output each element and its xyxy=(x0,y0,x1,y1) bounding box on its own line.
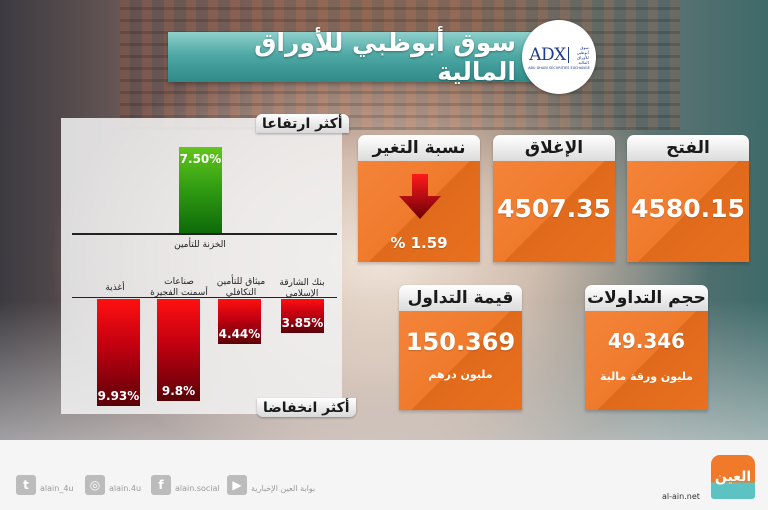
open-card: الفتح 4580.15 xyxy=(627,135,749,262)
loser-bar: 3.85% xyxy=(281,299,324,333)
loser-bar-label: صناعات أسمنت الفجيرة xyxy=(150,277,208,298)
adx-logo: ADX سوق أبوظبي للأوراق المالية ABU DHABI… xyxy=(522,20,596,94)
gainers-axis xyxy=(72,233,337,235)
turnover-unit: مليون درهم xyxy=(428,368,493,381)
youtube-icon: ▶ xyxy=(227,475,247,495)
loser-bar: 4.44% xyxy=(218,299,261,344)
facebook-icon: f xyxy=(151,475,171,495)
gainer-bar: 7.50% xyxy=(179,147,222,233)
twitter-icon: t xyxy=(16,475,36,495)
top-losers-label: أكثر انخفاضا xyxy=(257,398,356,417)
loser-bar-label: بنك الشارقة الإسلامي xyxy=(279,278,325,299)
page-title: سوق أبوظبي للأوراق المالية xyxy=(254,28,516,86)
loser-bar-value: 9.8% xyxy=(161,384,196,398)
volume-card: حجم التداولات 49.346 مليون ورقة مالية xyxy=(585,285,708,410)
instagram-handle: alain.4u xyxy=(109,483,142,493)
loser-bar: 9.8% xyxy=(157,299,200,401)
losers-axis xyxy=(72,297,337,298)
gainer-bar-value: 7.50% xyxy=(179,152,222,166)
site-url[interactable]: al-ain.net xyxy=(662,492,700,501)
loser-bar-label: أغذية xyxy=(105,283,125,293)
loser-bar: 9.93% xyxy=(97,299,140,406)
instagram-icon: ◎ xyxy=(85,475,105,495)
social-youtube[interactable]: ▶ بوابة العين الإخبارية xyxy=(227,475,315,495)
footer: t alain_4u ◎ alain.4u f alain.social ▶ ب… xyxy=(0,440,768,510)
alain-brand-logo: العين xyxy=(711,455,755,499)
adx-logo-english: ABU DHABI SECURITIES EXCHANGE xyxy=(528,65,590,70)
social-instagram[interactable]: ◎ alain.4u xyxy=(85,475,141,495)
loser-bar-value: 9.93% xyxy=(97,389,140,403)
volume-value: 49.346 xyxy=(607,329,686,353)
loser-bar-value: 4.44% xyxy=(218,327,261,341)
turnover-card-body: 150.369 مليون درهم xyxy=(399,311,522,410)
loser-bar-value: 3.85% xyxy=(281,316,324,330)
adx-logo-abbr: ADX xyxy=(529,44,566,65)
logo-divider xyxy=(567,46,569,63)
top-gainers-label: أكثر ارتفاعا xyxy=(256,114,349,133)
close-card-body: 4507.35 xyxy=(493,161,615,262)
turnover-card: قيمة التداول 150.369 مليون درهم xyxy=(399,285,522,410)
open-label: الفتح xyxy=(627,135,749,161)
change-value: % 1.59 xyxy=(390,234,448,252)
loser-bar-label: ميثاق للتأمين التكافلي xyxy=(216,277,266,298)
social-facebook[interactable]: f alain.social xyxy=(151,475,220,495)
volume-card-body: 49.346 مليون ورقة مالية xyxy=(585,311,708,410)
volume-label: حجم التداولات xyxy=(585,285,708,311)
turnover-value: 150.369 xyxy=(405,328,516,356)
open-value: 4580.15 xyxy=(631,194,745,223)
twitter-handle: alain_4u xyxy=(40,483,74,493)
social-twitter[interactable]: t alain_4u xyxy=(16,475,73,495)
youtube-channel: بوابة العين الإخبارية xyxy=(251,483,316,493)
alain-logo-text: العين xyxy=(714,469,752,485)
arrow-down-icon xyxy=(399,174,441,219)
close-value: 4507.35 xyxy=(497,194,611,223)
adx-logo-arabic: سوق أبوظبي للأوراق المالية xyxy=(576,44,589,65)
open-card-body: 4580.15 xyxy=(627,161,749,262)
close-label: الإغلاق xyxy=(493,135,615,161)
change-label: نسبة التغير xyxy=(358,135,480,161)
gainer-bar-label: الخزنة للتأمين xyxy=(174,240,226,250)
facebook-handle: alain.social xyxy=(175,483,220,493)
close-card: الإغلاق 4507.35 xyxy=(493,135,615,262)
change-card: نسبة التغير % 1.59 xyxy=(358,135,480,262)
volume-unit: مليون ورقة مالية xyxy=(599,370,693,383)
title-banner: سوق أبوظبي للأوراق المالية xyxy=(168,28,538,86)
change-card-body: % 1.59 xyxy=(358,161,480,262)
turnover-label: قيمة التداول xyxy=(399,285,522,311)
